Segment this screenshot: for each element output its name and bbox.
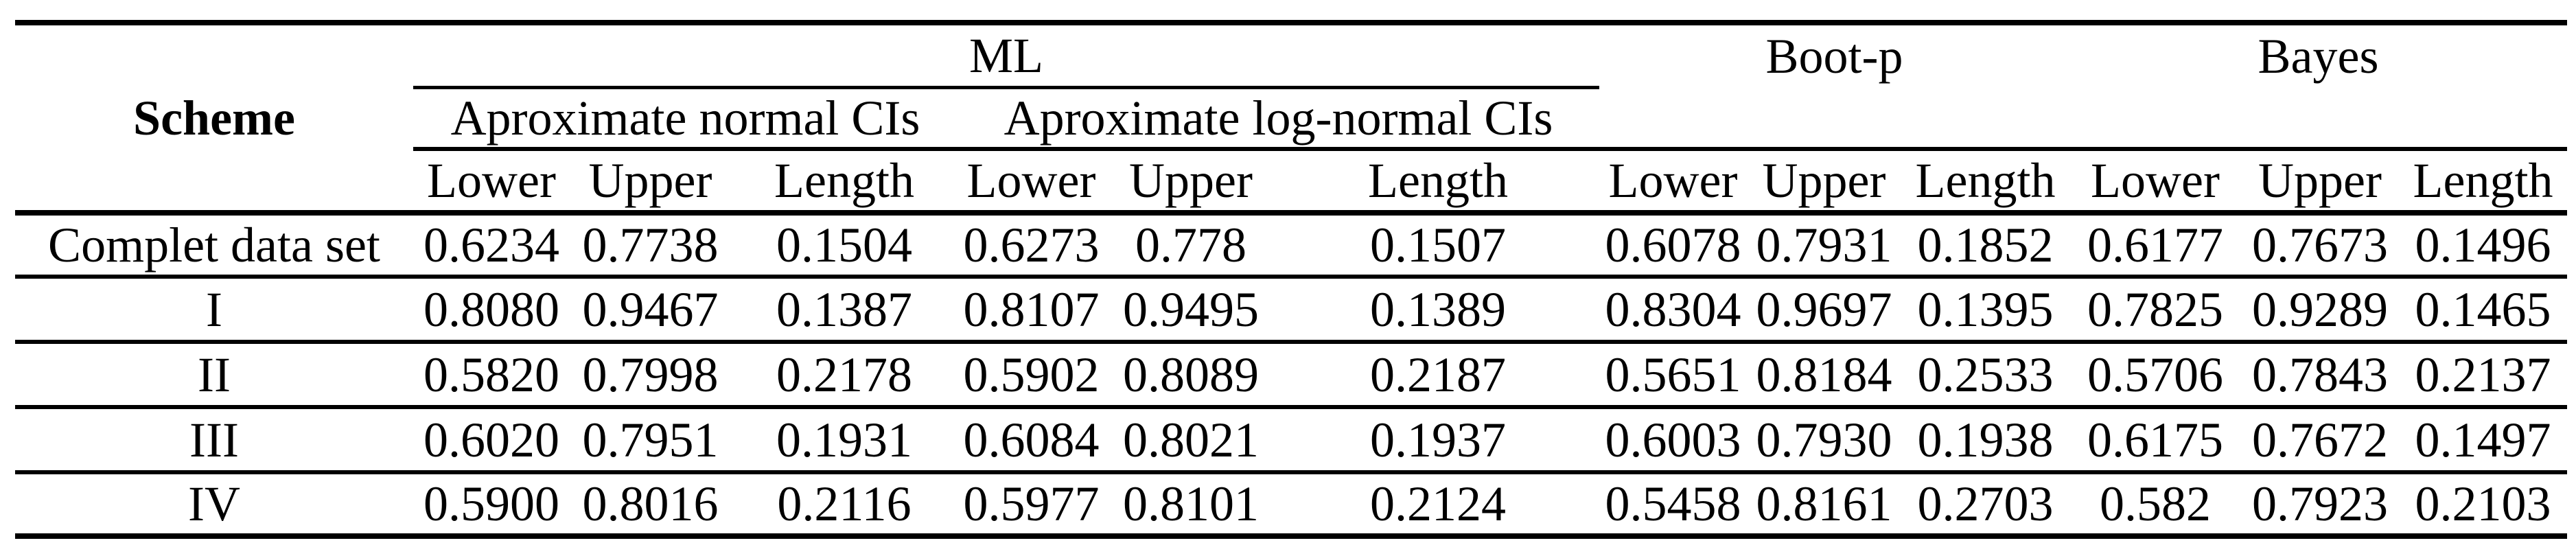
table-cell: 0.1931 [731, 407, 958, 474]
subgroup-header-spacer [1599, 87, 2567, 151]
col-header-length-bootp: Length [1901, 149, 2069, 216]
col-header-upper-bayes: Upper [2241, 149, 2399, 216]
table-cell: 0.6020 [413, 407, 570, 474]
table-cell: 0.7673 [2241, 213, 2399, 279]
table-cell: 0.2703 [1901, 472, 2069, 539]
row-label: I [15, 277, 413, 344]
col-header-lower-bayes: Lower [2069, 149, 2241, 216]
table-cell: 0.7998 [570, 342, 731, 409]
subgroup-header-row: Aproximate normal CIs Aproximate log-nor… [15, 87, 2567, 151]
group-header-ml: ML [413, 20, 1599, 89]
row-label: III [15, 407, 413, 474]
scheme-column-header: Scheme [15, 20, 413, 216]
table-cell: 0.7843 [2241, 342, 2399, 409]
table-row-scheme-3: III 0.6020 0.7951 0.1931 0.6084 0.8021 0… [15, 407, 2567, 474]
table-cell: 0.6175 [2069, 407, 2241, 474]
table-row-scheme-4: IV 0.5900 0.8016 0.2116 0.5977 0.8101 0.… [15, 472, 2567, 539]
table-cell: 0.9467 [570, 277, 731, 344]
table-cell: 0.9697 [1747, 277, 1901, 344]
measure-header-row: Lower Upper Length Lower Upper Length Lo… [15, 149, 2567, 216]
group-header-bayes: Bayes [2069, 20, 2567, 87]
table-cell: 0.2533 [1901, 342, 2069, 409]
table-cell: 0.1465 [2399, 277, 2567, 344]
table-row-complete-data-set: Complet data set 0.6234 0.7738 0.1504 0.… [15, 213, 2567, 279]
table-cell: 0.1507 [1277, 213, 1599, 279]
table-cell: 0.5458 [1599, 472, 1747, 539]
subgroup-header-normal-cis: Aproximate normal CIs [413, 87, 958, 151]
table-cell: 0.1497 [2399, 407, 2567, 474]
table-cell: 0.1496 [2399, 213, 2567, 279]
table-cell: 0.1389 [1277, 277, 1599, 344]
table-cell: 0.5706 [2069, 342, 2241, 409]
confidence-intervals-table: Scheme ML Boot-p Bayes Aproximate normal… [15, 20, 2567, 539]
table-cell: 0.9495 [1105, 277, 1277, 344]
row-label: II [15, 342, 413, 409]
table-cell: 0.1387 [731, 277, 958, 344]
col-header-upper-ml-lognormal: Upper [1105, 149, 1277, 216]
col-header-length-ml-lognormal: Length [1277, 149, 1599, 216]
table-cell: 0.7951 [570, 407, 731, 474]
table-cell: 0.5902 [958, 342, 1105, 409]
table-cell: 0.8080 [413, 277, 570, 344]
table-cell: 0.2137 [2399, 342, 2567, 409]
col-header-lower-ml-lognormal: Lower [958, 149, 1105, 216]
row-label: IV [15, 472, 413, 539]
col-header-lower-bootp: Lower [1599, 149, 1747, 216]
col-header-lower-ml-normal: Lower [413, 149, 570, 216]
table-cell: 0.582 [2069, 472, 2241, 539]
row-label: Complet data set [15, 213, 413, 279]
table-cell: 0.8021 [1105, 407, 1277, 474]
col-header-length-bayes: Length [2399, 149, 2567, 216]
table-cell: 0.1852 [1901, 213, 2069, 279]
table-cell: 0.7931 [1747, 213, 1901, 279]
table-cell: 0.8107 [958, 277, 1105, 344]
table-cell: 0.5900 [413, 472, 570, 539]
table-cell: 0.1937 [1277, 407, 1599, 474]
table-cell: 0.6234 [413, 213, 570, 279]
table-cell: 0.6003 [1599, 407, 1747, 474]
table-cell: 0.1504 [731, 213, 958, 279]
table-cell: 0.2116 [731, 472, 958, 539]
table-row-scheme-1: I 0.8080 0.9467 0.1387 0.8107 0.9495 0.1… [15, 277, 2567, 344]
table-row-scheme-2: II 0.5820 0.7998 0.2178 0.5902 0.8089 0.… [15, 342, 2567, 409]
table-cell: 0.7672 [2241, 407, 2399, 474]
group-header-bootp: Boot-p [1599, 20, 2069, 87]
table-cell: 0.778 [1105, 213, 1277, 279]
table-cell: 0.8101 [1105, 472, 1277, 539]
table-cell: 0.6273 [958, 213, 1105, 279]
col-header-upper-bootp: Upper [1747, 149, 1901, 216]
table-cell: 0.7923 [2241, 472, 2399, 539]
table-cell: 0.6078 [1599, 213, 1747, 279]
table-cell: 0.5820 [413, 342, 570, 409]
table-cell: 0.8184 [1747, 342, 1901, 409]
table-cell: 0.6084 [958, 407, 1105, 474]
table-cell: 0.8089 [1105, 342, 1277, 409]
table-cell: 0.6177 [2069, 213, 2241, 279]
table-cell: 0.2178 [731, 342, 958, 409]
table-cell: 0.8304 [1599, 277, 1747, 344]
table-cell: 0.1938 [1901, 407, 2069, 474]
table-cell: 0.2187 [1277, 342, 1599, 409]
table-cell: 0.7738 [570, 213, 731, 279]
table-cell: 0.5977 [958, 472, 1105, 539]
col-header-upper-ml-normal: Upper [570, 149, 731, 216]
table-cell: 0.5651 [1599, 342, 1747, 409]
table-cell: 0.8161 [1747, 472, 1901, 539]
table-cell: 0.9289 [2241, 277, 2399, 344]
table-cell: 0.2124 [1277, 472, 1599, 539]
subgroup-header-lognormal-cis: Aproximate log-normal CIs [958, 87, 1599, 151]
table-cell: 0.1395 [1901, 277, 2069, 344]
table-cell: 0.7930 [1747, 407, 1901, 474]
table-cell: 0.8016 [570, 472, 731, 539]
col-header-length-ml-normal: Length [731, 149, 958, 216]
group-header-row: Scheme ML Boot-p Bayes [15, 20, 2567, 216]
table-cell: 0.2103 [2399, 472, 2567, 539]
table-cell: 0.7825 [2069, 277, 2241, 344]
